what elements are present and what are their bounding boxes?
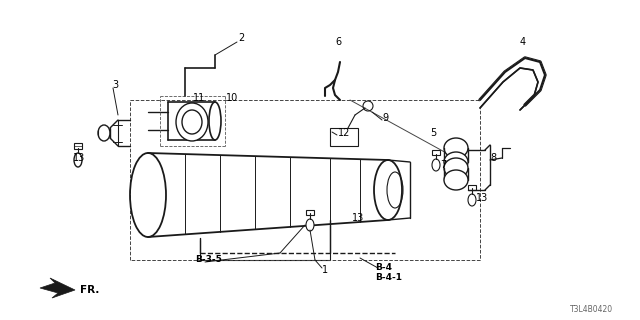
Text: 4: 4 [520,37,526,47]
Ellipse shape [74,153,82,167]
Text: 1: 1 [322,265,328,275]
Text: 8: 8 [490,153,496,163]
Text: 9: 9 [382,113,388,123]
Text: 3: 3 [112,80,118,90]
Bar [330,128,358,146]
Text: 10: 10 [226,93,238,103]
Polygon shape [40,278,75,298]
Ellipse shape [444,170,468,190]
Text: 11: 11 [193,93,205,103]
Text: B-4: B-4 [375,263,392,273]
Text: 12: 12 [338,128,350,138]
Ellipse shape [432,159,440,171]
Polygon shape [480,58,545,110]
Ellipse shape [306,219,314,231]
Text: 6: 6 [335,37,341,47]
Text: 13: 13 [476,193,488,203]
Text: 13: 13 [352,213,364,223]
Bar [468,185,476,190]
Bar [74,143,82,149]
Ellipse shape [176,103,208,141]
Ellipse shape [468,194,476,206]
Bar [432,150,440,155]
Text: FR.: FR. [80,285,99,295]
Text: 7: 7 [440,160,446,170]
Text: B-4-1: B-4-1 [375,274,402,283]
Text: T3L4B0420: T3L4B0420 [570,306,613,315]
Ellipse shape [444,158,468,178]
Text: B-3-5: B-3-5 [195,255,222,265]
Text: 13: 13 [73,153,85,163]
Ellipse shape [444,138,468,158]
Text: 5: 5 [430,128,436,138]
Text: 2: 2 [238,33,244,43]
Bar [306,210,314,215]
Ellipse shape [444,152,468,172]
